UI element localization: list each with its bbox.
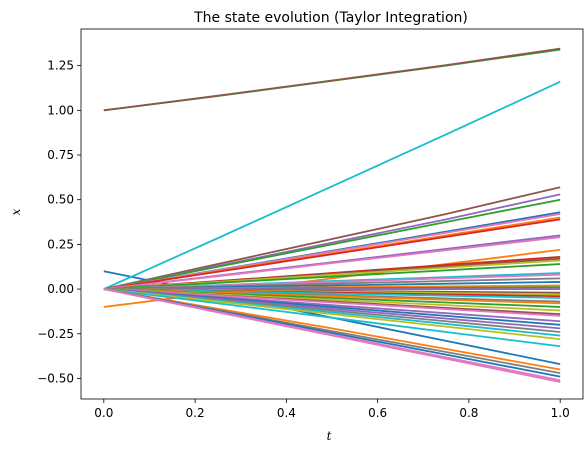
y-tick-label-3: 0.25 [47,237,74,251]
series-line-4 [103,80,561,290]
x-tick-label-1: 0.2 [186,406,205,420]
x-tick-label-3: 0.6 [368,406,387,420]
x-tick-label-0: 0.0 [94,406,113,420]
series-line-13 [103,236,561,290]
x-axis-label: t [327,429,332,443]
y-tick-label-0: −0.50 [37,371,74,385]
series-line-41 [103,288,561,348]
series-line-3 [103,47,561,112]
x-axis-ticks: 0.0 0.2 0.4 0.6 0.8 1.0 [94,399,570,420]
series-line-46 [103,288,561,383]
chart-title: The state evolution (Taylor Integration) [193,10,468,26]
x-tick-label-5: 1.0 [551,406,570,420]
series-line-7 [103,198,561,290]
y-axis-label: x [9,208,23,215]
series-line-11 [103,218,561,290]
series-line-17 [103,263,561,290]
y-tick-label-4: 0.50 [47,193,74,207]
plot-lines [103,47,561,383]
y-tick-label-2: 0.00 [47,282,74,296]
y-tick-label-5: 0.75 [47,148,74,162]
series-line-40 [103,288,561,341]
x-tick-label-4: 0.8 [459,406,478,420]
y-tick-label-1: −0.25 [37,327,74,341]
x-tick-label-2: 0.4 [277,406,296,420]
y-tick-label-7: 1.25 [47,59,74,73]
series-line-5 [103,186,561,290]
y-axis-ticks: −0.50 −0.25 0.00 0.25 0.50 0.75 1.00 1.25 [37,59,81,385]
plot-frame [80,28,584,400]
series-line-34 [103,288,561,317]
y-tick-label-6: 1.00 [47,103,74,117]
